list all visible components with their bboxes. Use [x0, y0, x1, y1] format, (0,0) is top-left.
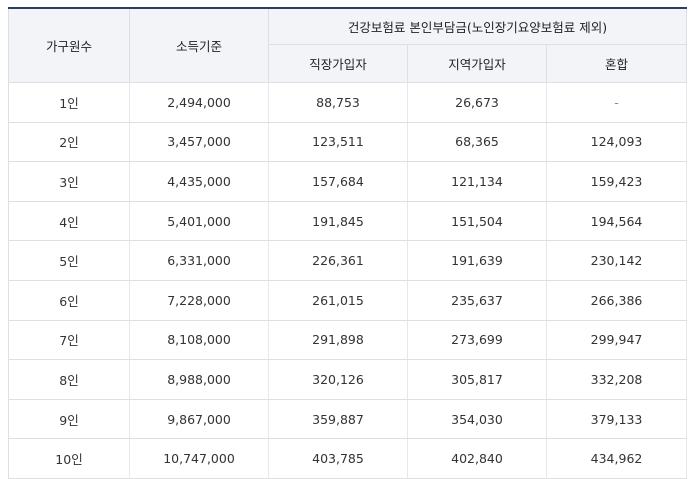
- table-row: 1인 2,494,000 88,753 26,673-: [8, 82, 688, 123]
- cell-regional: 191,639: [407, 240, 547, 281]
- cell-income: 3,457,000: [129, 122, 269, 163]
- table-row: 5인 6,331,000 226,361 191,639 230,142: [8, 240, 688, 281]
- cell-household-size: 6인: [8, 280, 130, 321]
- cell-income: 6,331,000: [129, 240, 269, 281]
- cell-regional: 354,030: [407, 399, 547, 440]
- header-premium-group: 건강보험료 본인부담금(노인장기요양보험료 제외): [267, 7, 688, 46]
- table-row: 9인 9,867,000 359,887 354,030 379,133: [8, 399, 688, 440]
- cell-mixed: 159,423: [545, 161, 688, 202]
- cell-income: 9,867,000: [129, 399, 269, 440]
- cell-household-size: 7인: [8, 320, 130, 361]
- cell-household-size: 9인: [8, 399, 130, 440]
- cell-regional: 305,817: [407, 359, 547, 400]
- table-body: 1인 2,494,000 88,753 26,673-2인 3,457,000 123,5…: [8, 82, 688, 479]
- header-income-standard: 소득기준: [129, 7, 269, 83]
- table-row: 7인 8,108,000 291,898 273,699 299,947: [8, 320, 688, 361]
- premium-table-container: 가구원수 소득기준 건강보험료 본인부담금(노인장기요양보험료 제외) 직장가입…: [8, 7, 688, 479]
- cell-employee: 88,753: [268, 82, 408, 123]
- cell-mixed: 379,133: [545, 399, 688, 440]
- table-row: 4인 5,401,000 191,845 151,504 194,564: [8, 201, 688, 242]
- cell-mixed: 266,386: [545, 280, 688, 321]
- cell-regional: 402,840: [407, 438, 547, 479]
- table-row: 10인 10,747,000 403,785 402,840 434,962: [8, 438, 688, 479]
- health-insurance-premium-table: 가구원수 소득기준 건강보험료 본인부담금(노인장기요양보험료 제외) 직장가입…: [8, 7, 688, 479]
- cell-employee: 226,361: [268, 240, 408, 281]
- cell-mixed: 230,142: [545, 240, 688, 281]
- cell-employee: 261,015: [268, 280, 408, 321]
- cell-employee: 291,898: [268, 320, 408, 361]
- header-mixed: 혼합: [545, 44, 688, 83]
- cell-household-size: 1인: [8, 82, 130, 123]
- cell-employee: 320,126: [268, 359, 408, 400]
- cell-income: 10,747,000: [129, 438, 269, 479]
- cell-income: 8,108,000: [129, 320, 269, 361]
- cell-employee: 403,785: [268, 438, 408, 479]
- cell-regional: 26,673: [407, 82, 547, 123]
- cell-employee: 191,845: [268, 201, 408, 242]
- header-household-size: 가구원수: [8, 7, 130, 83]
- cell-employee: 359,887: [268, 399, 408, 440]
- cell-household-size: 10인: [8, 438, 130, 479]
- cell-employee: 123,511: [268, 122, 408, 163]
- cell-regional: 151,504: [407, 201, 547, 242]
- cell-household-size: 8인: [8, 359, 130, 400]
- cell-income: 8,988,000: [129, 359, 269, 400]
- cell-mixed: 299,947: [545, 320, 688, 361]
- header-regional: 지역가입자: [407, 44, 547, 83]
- cell-mixed: 194,564: [545, 201, 688, 242]
- cell-household-size: 2인: [8, 122, 130, 163]
- cell-employee: 157,684: [268, 161, 408, 202]
- cell-regional: 68,365: [407, 122, 547, 163]
- cell-income: 2,494,000: [129, 82, 269, 123]
- cell-household-size: 5인: [8, 240, 130, 281]
- cell-regional: 273,699: [407, 320, 547, 361]
- table-row: 6인 7,228,000 261,015 235,637 266,386: [8, 280, 688, 321]
- cell-mixed: 124,093: [545, 122, 688, 163]
- cell-mixed: -: [545, 82, 688, 123]
- table-header: 가구원수 소득기준 건강보험료 본인부담금(노인장기요양보험료 제외) 직장가입…: [8, 7, 688, 83]
- cell-income: 5,401,000: [129, 201, 269, 242]
- cell-regional: 121,134: [407, 161, 547, 202]
- table-row: 8인 8,988,000 320,126 305,817 332,208: [8, 359, 688, 400]
- header-employee: 직장가입자: [268, 44, 408, 83]
- cell-mixed: 434,962: [545, 438, 688, 479]
- cell-household-size: 4인: [8, 201, 130, 242]
- cell-income: 7,228,000: [129, 280, 269, 321]
- cell-income: 4,435,000: [129, 161, 269, 202]
- cell-regional: 235,637: [407, 280, 547, 321]
- table-row: 2인 3,457,000 123,511 68,365 124,093: [8, 122, 688, 163]
- table-row: 3인 4,435,000 157,684 121,134 159,423: [8, 161, 688, 202]
- cell-mixed: 332,208: [545, 359, 688, 400]
- cell-household-size: 3인: [8, 161, 130, 202]
